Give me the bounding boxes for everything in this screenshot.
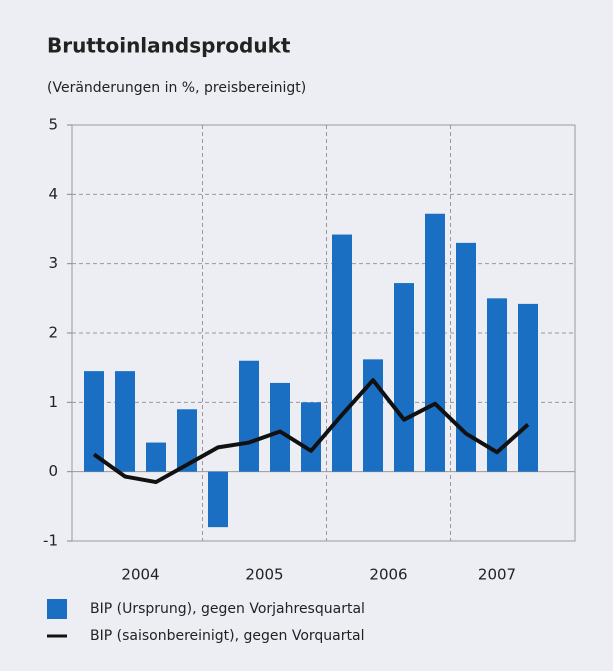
chart-title: Bruttoinlandsprodukt (47, 34, 291, 58)
bar (115, 371, 135, 472)
bar (425, 213, 445, 472)
legend-label: BIP (Ursprung), gegen Vorjahresquartal (90, 601, 365, 617)
y-tick-label: -1 (43, 532, 58, 550)
x-group-label: 2004 (121, 566, 159, 584)
bar (239, 360, 259, 472)
bar (208, 471, 228, 528)
bar (487, 298, 507, 472)
y-tick-label: 0 (48, 462, 58, 480)
bar (518, 303, 538, 472)
legend-label: BIP (saisonbereinigt), gegen Vorquartal (90, 628, 364, 644)
x-group-label: 2005 (245, 566, 283, 584)
y-tick-label: 1 (48, 393, 58, 411)
x-group-label: 2007 (478, 566, 516, 584)
bar (301, 402, 321, 472)
chart-subtitle: (Veränderungen in %, preisbereinigt) (47, 80, 306, 96)
bar (394, 283, 414, 472)
bar (84, 371, 104, 472)
y-tick-label: 3 (48, 254, 58, 272)
bar (146, 442, 166, 472)
legend-swatch (47, 599, 67, 619)
bar (332, 234, 352, 472)
y-tick-label: 5 (48, 116, 58, 134)
x-group-label: 2006 (369, 566, 407, 584)
bar (177, 409, 197, 472)
bar (270, 382, 290, 472)
y-tick-label: 2 (48, 324, 58, 342)
line (92, 378, 530, 485)
bar (363, 359, 383, 472)
bar (456, 242, 476, 472)
y-tick-label: 4 (48, 185, 58, 203)
